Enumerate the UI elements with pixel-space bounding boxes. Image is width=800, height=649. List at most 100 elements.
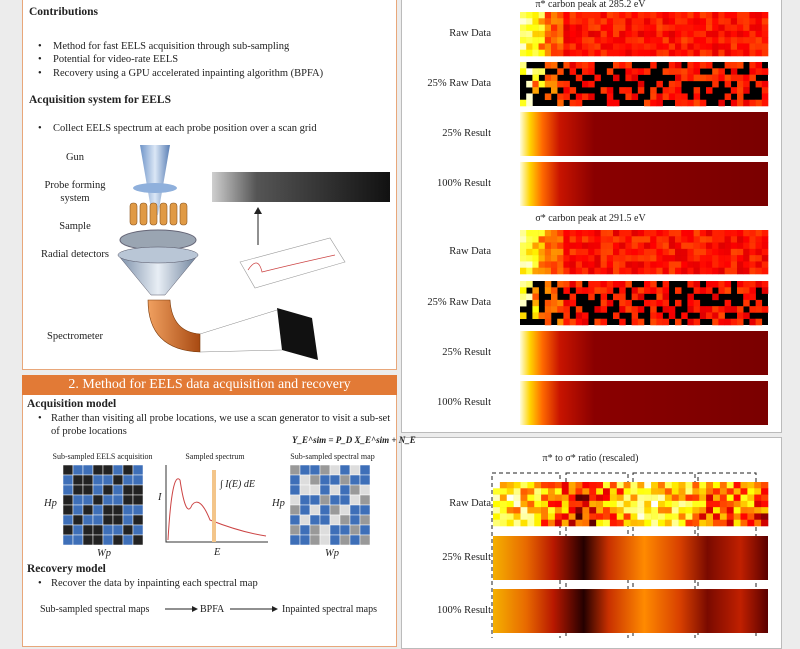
heatmap-cell: [706, 37, 713, 44]
heatmap-cell: [630, 482, 638, 489]
heatmap-cell: [630, 513, 638, 521]
heatmap-cell: [563, 312, 570, 320]
scan-cell: [132, 534, 144, 546]
heatmap-cell: [650, 93, 657, 101]
heatmap-cell: [656, 267, 663, 275]
heatmap-cell: [600, 255, 608, 262]
heatmap-cell: [613, 99, 620, 107]
heatmap-cell: [588, 230, 595, 237]
heatmap-cell: [544, 255, 552, 262]
heatmap-cell: [499, 507, 508, 514]
row-label: Raw Data: [449, 498, 491, 509]
heatmap-cell: [569, 236, 577, 243]
scan-cell: [102, 474, 114, 486]
heatmap-cell: [637, 37, 645, 44]
heatmap-cell: [678, 482, 686, 489]
heatmap-cell: [551, 248, 558, 256]
heatmap-cell: [563, 242, 570, 250]
heatmap-cell: [755, 80, 763, 88]
scan-cell: [102, 524, 114, 536]
row-label: 25% Raw Data: [427, 78, 491, 89]
heatmap-cell: [588, 267, 595, 275]
ray: [199, 349, 283, 353]
heatmap-cell: [755, 30, 763, 38]
heatmap-cell: [532, 230, 539, 237]
map-cell: [349, 464, 361, 476]
heatmap-cell: [681, 99, 688, 107]
map-cell: [289, 474, 301, 486]
scan-cell: [112, 514, 124, 526]
panel-title: Sampled spectrum: [185, 452, 245, 461]
row-label: Raw Data: [449, 28, 491, 39]
heatmap-cell: [619, 43, 626, 51]
heatmap-cell: [613, 74, 620, 82]
lens: [133, 183, 177, 193]
axis-label: Wp: [97, 548, 111, 559]
heatmap-cell: [557, 281, 564, 288]
scan-cell: [132, 504, 144, 516]
heatmap-cell: [668, 306, 676, 313]
heatmap-cell: [582, 519, 590, 527]
heatmap-cell: [575, 488, 583, 495]
heatmap-cell: [719, 494, 728, 502]
map-cell: [339, 484, 351, 496]
heatmap-cell: [538, 49, 546, 57]
heatmap-cell: [520, 62, 527, 69]
heatmap-cell: [712, 12, 719, 19]
heatmap-cell: [718, 68, 725, 75]
heatmap-cell: [687, 261, 694, 269]
heatmap-cell: [681, 242, 688, 250]
heatmap-cell: [554, 494, 563, 502]
heatmap-cell: [554, 488, 563, 495]
heatmap-cell: [656, 49, 663, 57]
heatmap-cell: [520, 230, 527, 237]
heatmap-cell: [538, 255, 546, 262]
heatmap-cell: [534, 507, 542, 514]
heatmap-cell: [619, 255, 626, 262]
heatmap-cell: [755, 62, 763, 69]
heatmap-cell: [699, 482, 707, 489]
heatmap-cell: [544, 306, 552, 313]
row-label: 100% Result: [437, 178, 491, 189]
scan-cell: [92, 464, 104, 476]
heatmap-cell: [569, 68, 577, 75]
heatmap-cell: [651, 488, 659, 495]
heatmap-cell: [656, 18, 663, 25]
heatmap-cell: [594, 318, 601, 326]
map-cell: [309, 504, 321, 516]
heatmap-cell: [600, 30, 608, 38]
heatmap-cell: [613, 62, 620, 69]
heatmap-cell: [526, 24, 533, 32]
map-cell: [349, 534, 361, 546]
heatmap-cell: [687, 242, 694, 250]
heatmap-cell: [568, 507, 576, 514]
heatmap-cell: [706, 87, 713, 94]
map-cell: [319, 484, 331, 496]
heatmap-cell: [726, 500, 734, 508]
heatmap-cell: [681, 93, 688, 101]
heatmap-cell: [588, 49, 595, 57]
heatmap-cell: [719, 488, 728, 495]
heatmap-cell: [656, 99, 663, 107]
heatmap-cell: [693, 62, 701, 69]
heatmap-cell: [650, 37, 657, 44]
scan-cell: [72, 484, 84, 496]
heatmap-cell: [544, 248, 552, 256]
heatmap-cell: [668, 236, 676, 243]
heatmap-cell: [551, 261, 558, 269]
heatmap-cell: [613, 43, 620, 51]
heatmap-cell: [563, 30, 570, 38]
heatmap-cell: [520, 43, 527, 51]
heatmap-cell: [520, 37, 527, 44]
map-cell: [339, 464, 351, 476]
heatmap-cell: [644, 513, 652, 521]
heatmap-cell: [749, 74, 756, 82]
heatmap-cell: [600, 261, 608, 269]
heatmap-cell: [609, 513, 618, 521]
heatmap-cell: [631, 230, 639, 237]
heatmap-cell: [637, 482, 645, 489]
heatmap-cell: [575, 18, 583, 25]
heatmap-cell: [493, 507, 501, 514]
heatmap-cell: [582, 230, 589, 237]
heatmap-cell: [658, 488, 666, 495]
